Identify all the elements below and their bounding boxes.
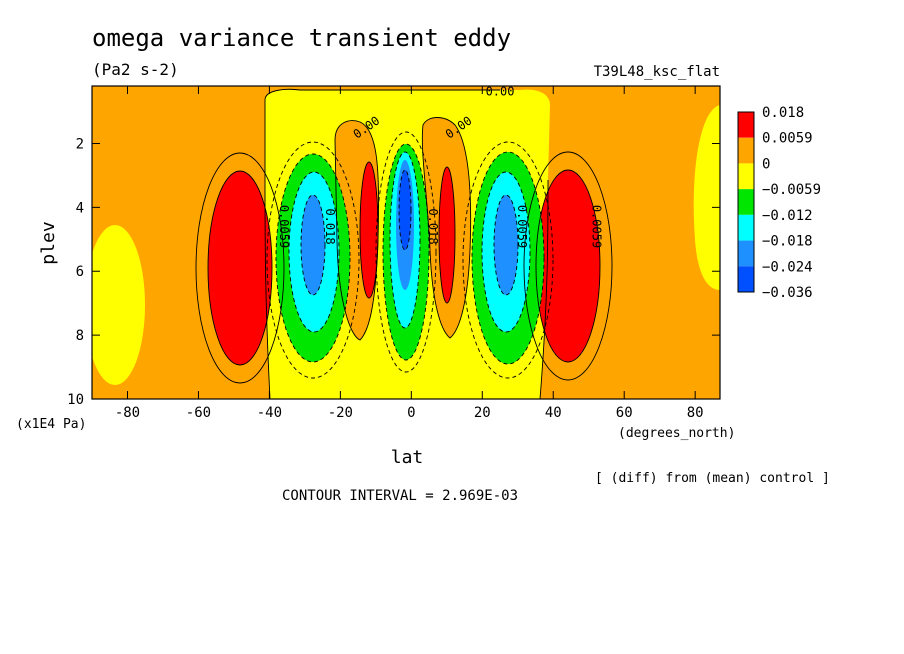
contour-label: 0.0059 xyxy=(277,205,291,248)
y-tick-label: 10 xyxy=(67,392,84,408)
colorbar-label: −0.036 xyxy=(762,285,813,301)
colorbar: 0.018 0.0059 0 −0.0059 −0.012 −0.018 −0.024 −0.… xyxy=(737,105,821,301)
x-tick-label: -20 xyxy=(328,405,353,421)
x-axis-units: (degrees_north) xyxy=(618,426,735,441)
colorbar-swatch xyxy=(738,163,754,190)
run-label: T39L48_ksc_flat xyxy=(594,64,720,80)
x-tick-label: -80 xyxy=(115,405,140,421)
y-axis: 2 4 6 8 10 xyxy=(67,136,720,408)
colorbar-swatch xyxy=(738,137,754,164)
colorbar-label: −0.012 xyxy=(762,208,813,224)
contour-label: 0.00 xyxy=(486,85,515,99)
y-tick-label: 2 xyxy=(76,136,84,152)
field-yellow-edge-right xyxy=(693,105,720,290)
field-yellow-edge xyxy=(92,225,145,385)
x-axis: -80 -60 -40 -20 0 20 40 60 80 xyxy=(115,86,704,421)
x-tick-label: 40 xyxy=(545,405,562,421)
chart-title: omega variance transient eddy xyxy=(92,24,511,52)
contour-interval: CONTOUR INTERVAL = 2.969E-03 xyxy=(282,488,518,504)
y-tick-label: 6 xyxy=(76,264,84,280)
colorbar-swatch xyxy=(738,240,754,267)
colorbar-label: 0.018 xyxy=(762,105,804,121)
field-red xyxy=(208,162,600,365)
colorbar-frame xyxy=(737,111,755,293)
colorbar-swatch xyxy=(738,266,754,292)
x-axis-label: lat xyxy=(391,447,424,468)
x-tick-label: 20 xyxy=(474,405,491,421)
chart-units: (Pa2 s-2) xyxy=(92,60,179,79)
field-blue xyxy=(399,170,411,250)
contour-label: 0.0059 xyxy=(515,205,529,248)
contour-label: 0.018 xyxy=(426,208,440,244)
colorbar-swatch xyxy=(738,112,754,138)
plot-frame xyxy=(91,85,721,400)
x-tick-label: 0 xyxy=(407,405,415,421)
colorbar-label: 0.0059 xyxy=(762,131,813,147)
x-tick-label: -40 xyxy=(257,405,282,421)
y-axis-units: (x1E4 Pa) xyxy=(16,417,86,432)
contour-lines-negative xyxy=(266,131,554,379)
colorbar-label: −0.0059 xyxy=(762,182,821,198)
contour-label: 0.018 xyxy=(323,208,337,244)
colorbar-label: −0.024 xyxy=(762,259,813,275)
colorbar-swatch xyxy=(738,189,754,215)
colorbar-label: 0 xyxy=(762,156,770,172)
y-axis-label: plev xyxy=(38,221,59,264)
x-tick-label: -60 xyxy=(186,405,211,421)
colorbar-label: −0.018 xyxy=(762,234,813,250)
colorbar-swatch xyxy=(738,214,754,241)
x-tick-label: 60 xyxy=(616,405,633,421)
y-tick-label: 8 xyxy=(76,328,84,344)
contour-label: 0.0059 xyxy=(589,205,603,248)
x-tick-label: 80 xyxy=(687,405,704,421)
y-tick-label: 4 xyxy=(76,200,84,216)
comparison-note: [ (diff) from (mean) control ] xyxy=(595,471,830,486)
